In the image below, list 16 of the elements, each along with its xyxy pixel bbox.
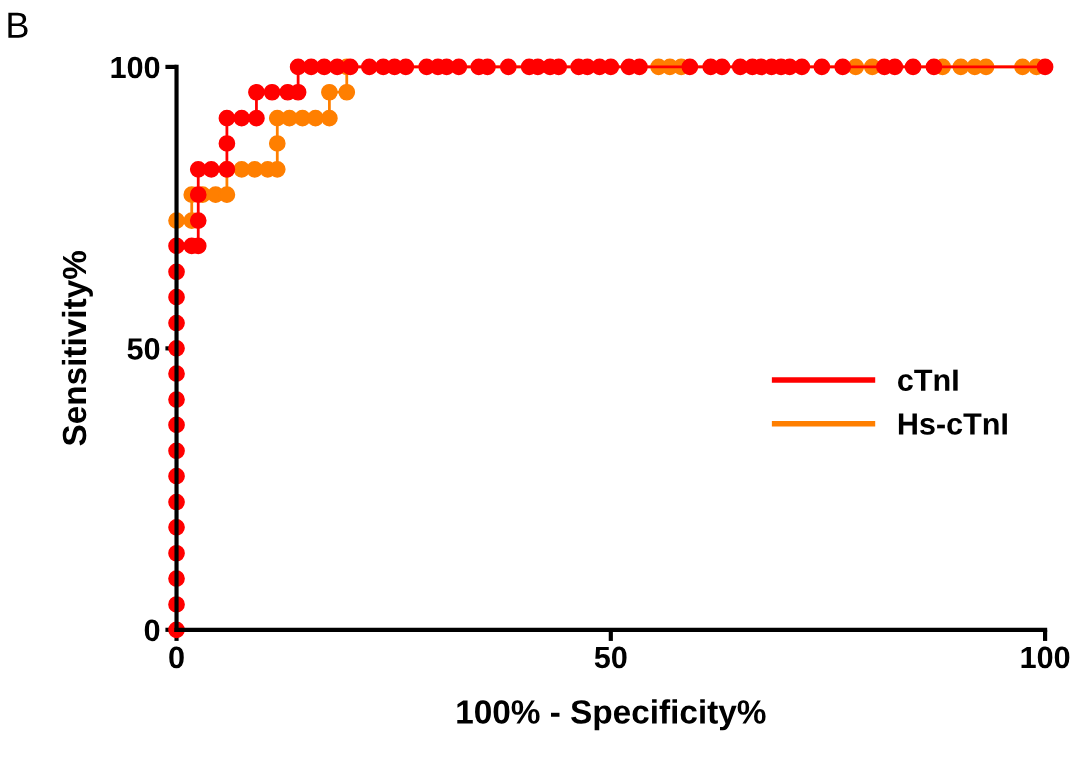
point xyxy=(321,83,338,101)
x-tick-label: 0 xyxy=(169,646,184,669)
y-tick-label: 100 xyxy=(111,56,160,79)
y-tick-label: 0 xyxy=(144,619,160,642)
point xyxy=(268,135,286,152)
x-axis-title: 100% - Specificity% xyxy=(457,699,766,731)
legend-label: cTnI xyxy=(898,369,958,391)
legend-label: Hs-cTnI xyxy=(898,413,1007,435)
x-tick-label: 100 xyxy=(1021,646,1070,669)
point xyxy=(307,109,324,127)
y-axis-title: Sensitivity% xyxy=(61,251,93,446)
text: B xyxy=(8,12,28,38)
x-tick-label: 50 xyxy=(594,646,627,669)
point xyxy=(321,109,338,127)
y-tick-label: 50 xyxy=(127,338,160,360)
point xyxy=(338,83,356,101)
